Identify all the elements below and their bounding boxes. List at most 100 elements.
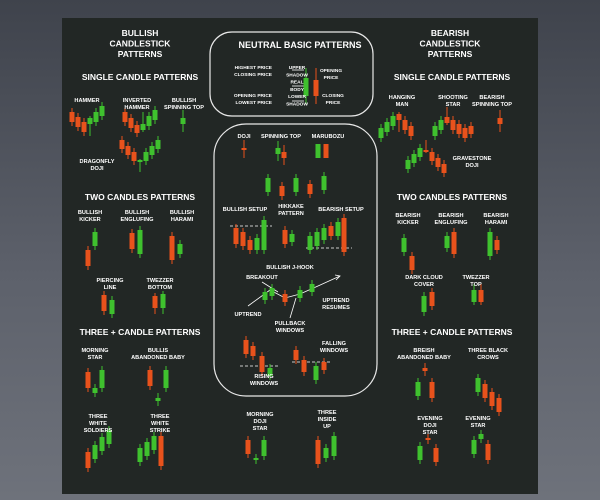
candle-body	[323, 448, 329, 458]
label: PIERCING LINE	[96, 278, 123, 291]
label: SHOOTING STAR	[438, 95, 468, 108]
label-line: EVENING	[417, 416, 442, 422]
candle-body	[92, 232, 98, 246]
label: MORNING STAR	[81, 348, 108, 361]
label-line: BEARISH	[431, 28, 469, 38]
label-line: ABANDONED BABY	[397, 355, 451, 361]
label-line: BULLISH	[125, 210, 149, 216]
candle-body	[99, 437, 105, 451]
label-line: BREAKOUT	[246, 275, 278, 281]
label-line: LOWER	[288, 94, 306, 100]
label-line: STAR	[88, 355, 103, 361]
candle-body	[101, 295, 107, 311]
label-line: ENGLUFING	[435, 220, 468, 226]
candle-body	[494, 240, 500, 250]
candle-body	[125, 146, 131, 155]
candle-body	[106, 430, 112, 444]
candle-body	[390, 116, 396, 126]
label-line: WHITE	[89, 421, 107, 427]
label: SINGLE CANDLE PATTERNS	[394, 72, 511, 82]
label-line: PATTERNS	[118, 49, 163, 59]
candle-body	[163, 370, 169, 388]
label: UPTREND RESUMES	[322, 298, 350, 311]
label: THREE BLACK CROWS	[468, 348, 508, 361]
candle-body	[152, 296, 158, 308]
candle-body	[321, 362, 327, 370]
label-line: BEARISH	[395, 213, 420, 219]
candle-body	[253, 458, 259, 460]
label: OPENING PRICE	[234, 93, 273, 99]
label-line: BULLIS	[148, 348, 168, 354]
candle-body	[451, 232, 457, 254]
candle-body	[254, 238, 260, 250]
label-line: BEARISH	[438, 213, 463, 219]
label: TWEZZER TOP	[462, 275, 489, 288]
label-line: WINDOWS	[276, 328, 305, 334]
label: TWEZZER BOTTOM	[146, 278, 173, 291]
label-line: BULLISH SETUP	[223, 207, 268, 213]
label: MORNING DOJI STAR	[246, 412, 273, 432]
label-line: HAMMER	[74, 98, 99, 104]
label-line: BULLISH	[170, 210, 194, 216]
label-line: PULLBACK	[275, 321, 306, 327]
candle-body	[429, 382, 435, 398]
label: HAMMER	[74, 98, 99, 104]
label: HANGING MAN	[389, 95, 415, 108]
candle-body	[128, 118, 134, 128]
label-line: THREE	[89, 414, 108, 420]
label-line: BREISH	[413, 348, 434, 354]
candle-body	[497, 118, 503, 124]
label-line: PRICE	[326, 100, 341, 106]
label: BEARISH HARAMI	[483, 213, 508, 226]
neutral-top-box	[209, 31, 374, 117]
candle-body	[160, 294, 166, 308]
candle-body	[243, 340, 249, 354]
candle-body	[435, 158, 441, 167]
label-line: PIERCING	[96, 278, 123, 284]
candle-body	[169, 236, 175, 260]
candle-body	[297, 290, 303, 298]
label-line: BULLISH	[172, 98, 196, 104]
candle-body	[423, 150, 429, 152]
label: BULLISH SPINNING TOP	[164, 98, 204, 111]
label-line: DRAGONFLY	[80, 159, 115, 165]
candle-body	[282, 294, 288, 302]
label-line: MAN	[396, 102, 409, 108]
label-line: MORNING	[81, 348, 108, 354]
candle-body	[267, 368, 273, 376]
label: LOWEST PRICE	[235, 100, 272, 106]
candle-body	[155, 140, 161, 149]
label-line: EVENING	[465, 416, 490, 422]
label: HIKKAKE PATTERN	[278, 204, 304, 217]
label-line: INVERTED	[123, 98, 151, 104]
label-line: WINDOWS	[320, 348, 349, 354]
label-line: KICKER	[79, 217, 100, 223]
label: THREE + CANDLE PATTERNS	[80, 327, 201, 337]
label-line: SPINNING TOP	[164, 105, 204, 111]
candle-body	[119, 140, 125, 149]
label-line: BULLISH J-HOOK	[266, 265, 314, 271]
label-line: BULLISH	[122, 28, 159, 38]
candle-body	[137, 230, 143, 254]
label-line: ABANDONED BABY	[131, 355, 185, 361]
neutral-center-box	[213, 123, 378, 397]
trend-arrow	[289, 297, 297, 319]
label: NEUTRAL BASIC PATTERNS	[238, 40, 361, 50]
label-line: CANDLESTICK	[110, 39, 172, 49]
candle-body	[247, 240, 253, 250]
candle-body	[293, 178, 299, 192]
candle-body	[471, 290, 477, 302]
label: BEARISH SETUP	[318, 207, 364, 213]
trend-arrow	[261, 281, 279, 293]
label-line: SPINNING TOP	[472, 102, 512, 108]
label-line: THREE BLACK	[468, 348, 508, 354]
candle-body	[309, 284, 315, 292]
label: BEARISH SPINNING TOP	[472, 95, 512, 108]
label: GRAVESTONE DOJI	[453, 156, 492, 169]
label-line: UPTREND	[234, 312, 261, 318]
label: DARK CLOUD COVER	[405, 275, 443, 288]
label-line: CROWS	[477, 355, 499, 361]
candle-body	[409, 256, 415, 270]
label-line: CLOSING	[322, 93, 344, 99]
label-line: PRICE	[324, 75, 339, 81]
